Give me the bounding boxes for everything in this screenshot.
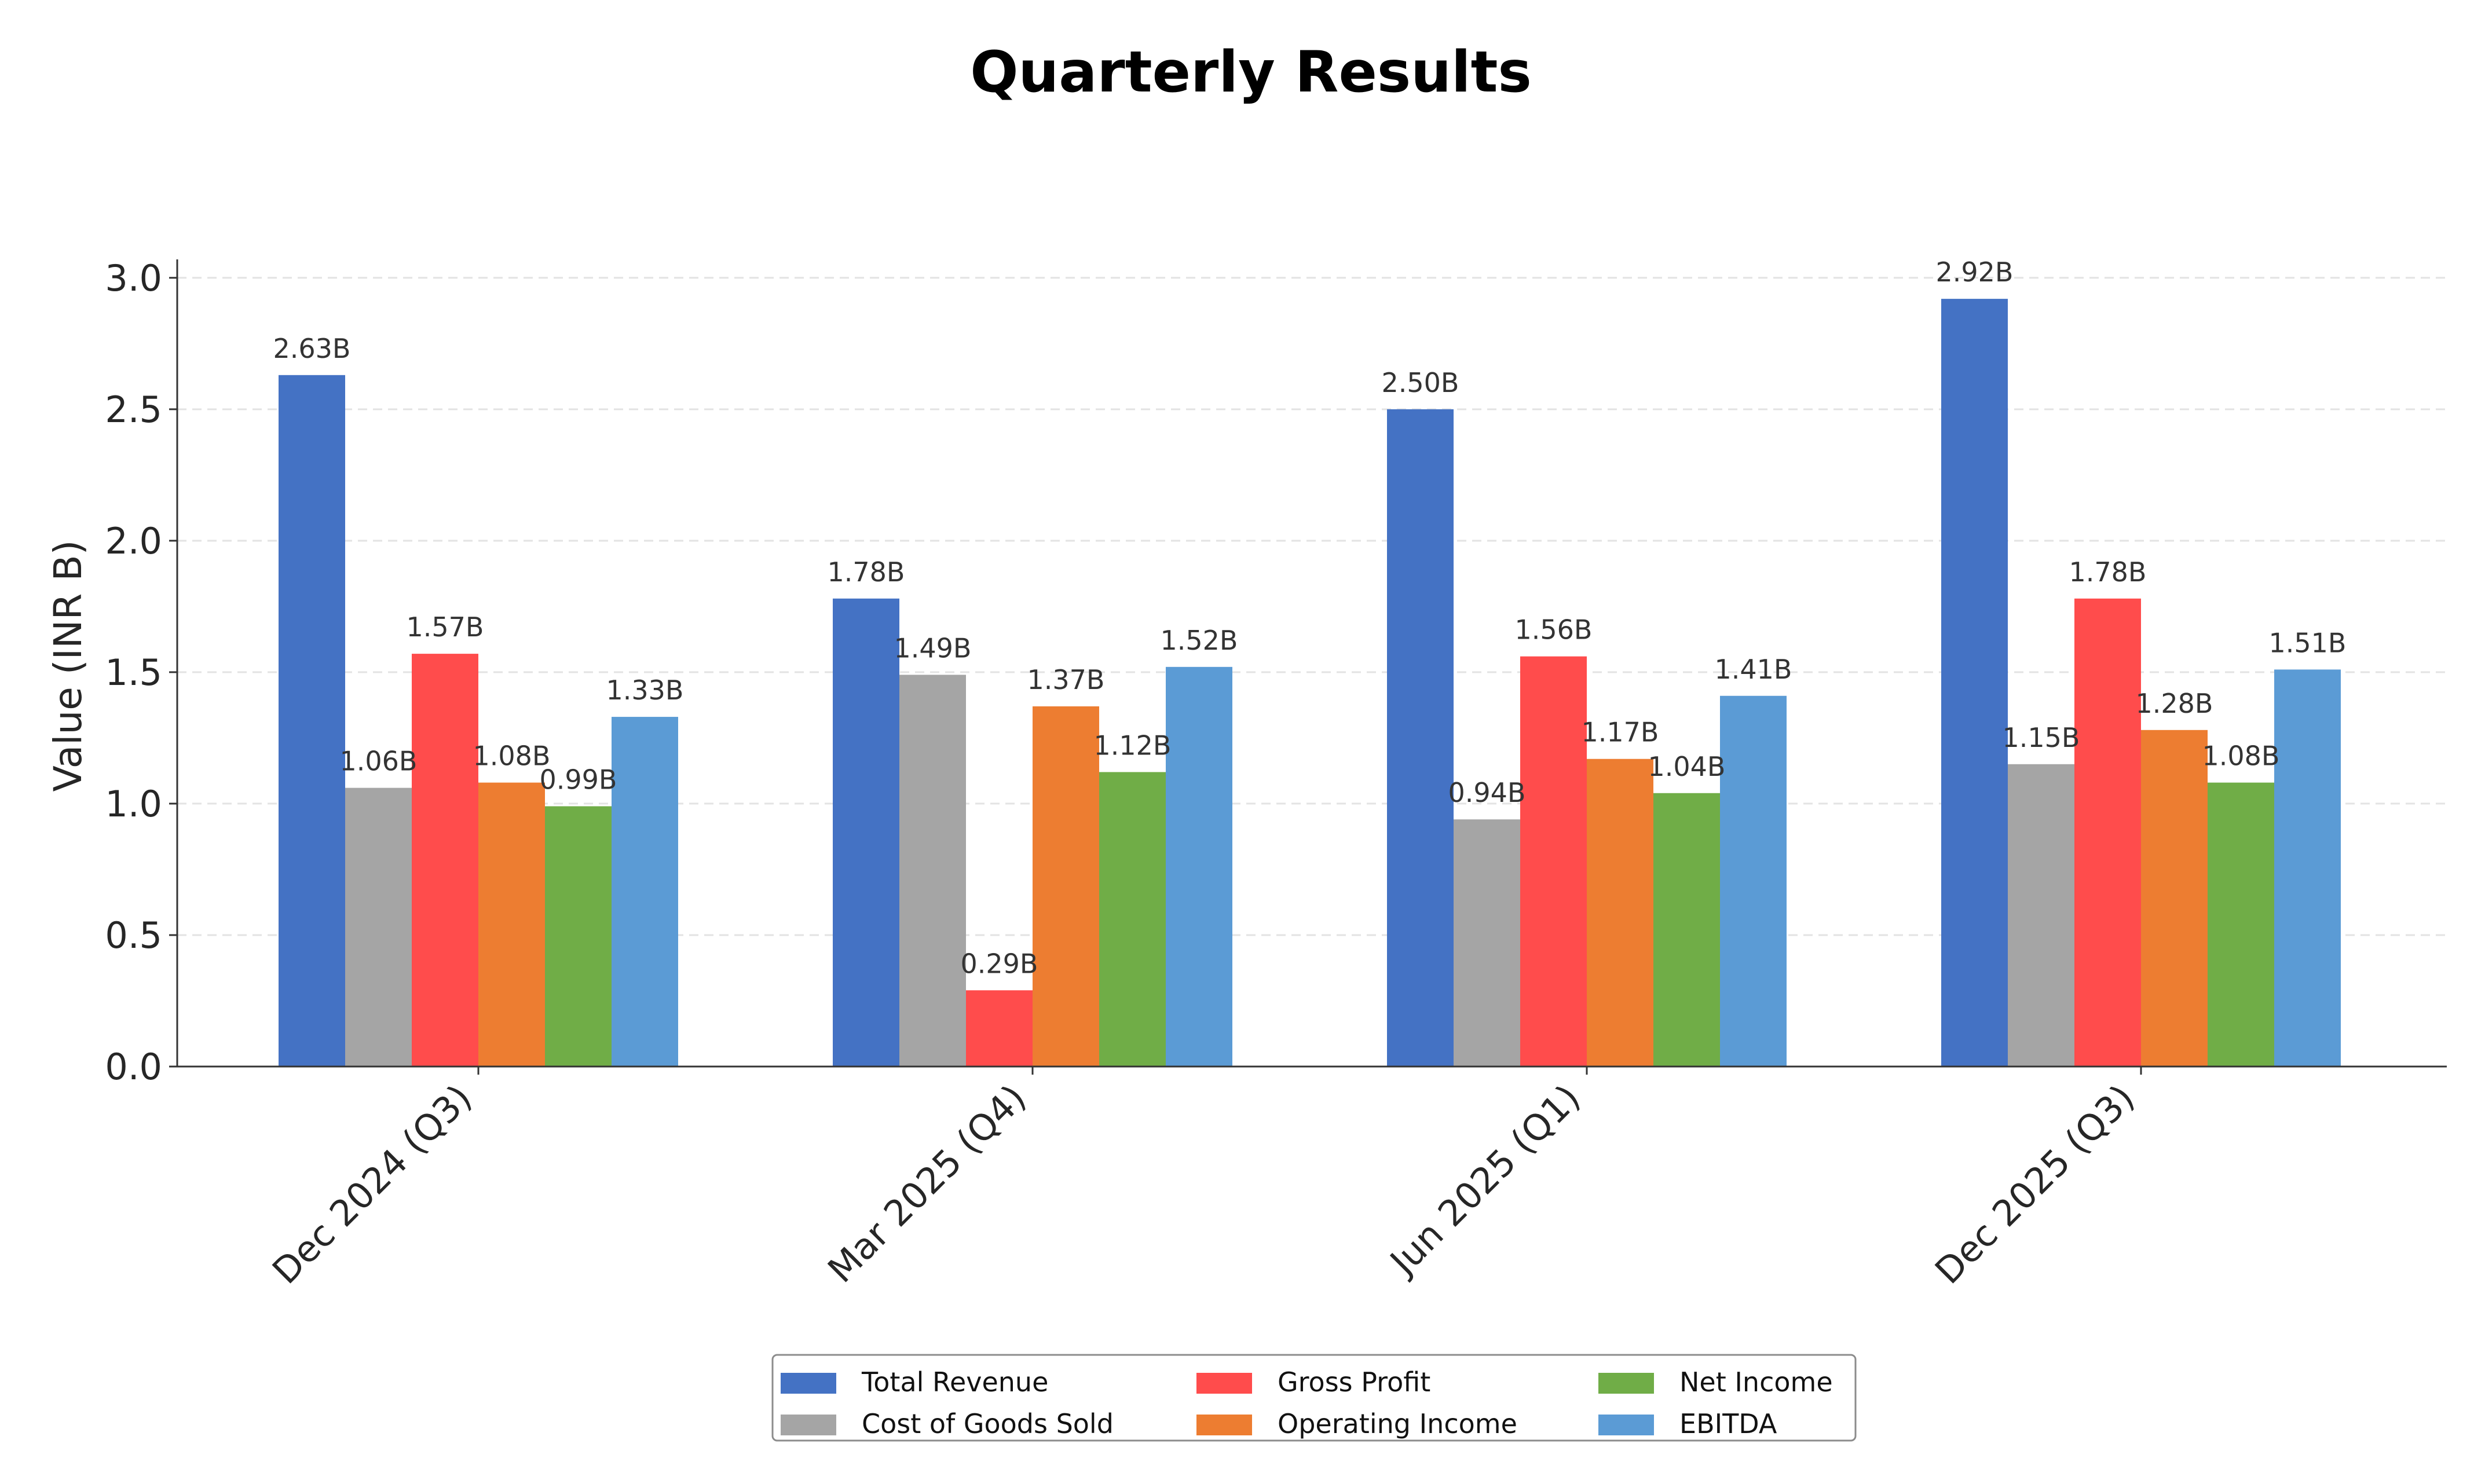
- y-tick-label: 0.5: [105, 914, 162, 957]
- legend-swatch: [781, 1415, 836, 1435]
- bar: [2208, 782, 2274, 1067]
- bar: [2074, 598, 2141, 1067]
- bar: [1454, 819, 1520, 1067]
- chart-title: Quarterly Results: [970, 39, 1532, 105]
- legend-swatch: [1598, 1415, 1654, 1435]
- bar: [1587, 759, 1653, 1067]
- data-label: 1.51B: [2269, 627, 2347, 658]
- x-tick-label: Dec 2024 (Q3): [264, 1076, 480, 1292]
- data-label: 1.04B: [1648, 751, 1726, 782]
- legend-label: Total Revenue: [861, 1366, 1048, 1398]
- data-label: 1.33B: [606, 675, 684, 706]
- x-tick-label: Jun 2025 (Q1): [1381, 1076, 1589, 1284]
- bar: [899, 675, 966, 1067]
- data-label: 1.57B: [407, 611, 484, 643]
- legend-label: Cost of Goods Sold: [862, 1408, 1114, 1439]
- legend-swatch: [781, 1373, 836, 1394]
- data-label: 1.15B: [2003, 722, 2080, 753]
- data-label: 1.56B: [1515, 614, 1593, 646]
- y-tick-label: 3.0: [105, 257, 162, 299]
- legend: Total Revenue Cost of Goods Sold Gross Pro…: [771, 1354, 1857, 1442]
- bar: [2008, 764, 2074, 1067]
- x-tick-label: Mar 2025 (Q4): [819, 1076, 1034, 1291]
- bar: [833, 598, 899, 1067]
- data-label: 1.17B: [1582, 717, 1659, 748]
- data-label: 2.50B: [1382, 367, 1459, 398]
- bar: [478, 782, 545, 1067]
- data-label: 2.92B: [1936, 257, 2014, 288]
- data-label: 1.28B: [2136, 688, 2213, 719]
- bar: [2141, 730, 2208, 1067]
- legend-label: Gross Profit: [1278, 1366, 1430, 1398]
- bar: [279, 375, 345, 1067]
- x-tick-label: Dec 2025 (Q3): [1927, 1076, 2143, 1292]
- legend-swatch: [1196, 1373, 1252, 1394]
- y-tick-label: 2.5: [105, 389, 162, 431]
- data-label: 2.63B: [273, 333, 351, 364]
- data-label: 1.06B: [340, 746, 418, 777]
- data-label: 1.78B: [2069, 556, 2147, 588]
- data-label: 0.29B: [961, 948, 1038, 979]
- bar: [1520, 656, 1587, 1067]
- bar: [412, 654, 478, 1067]
- bar: [1941, 299, 2008, 1067]
- bar: [1033, 706, 1099, 1067]
- data-label: 0.99B: [540, 764, 617, 795]
- bar: [1720, 695, 1787, 1067]
- data-label: 1.78B: [828, 556, 905, 588]
- legend-label: EBITDA: [1679, 1408, 1777, 1439]
- bar: [345, 787, 412, 1067]
- legend-swatch: [1196, 1415, 1252, 1435]
- legend-label: Net Income: [1679, 1366, 1833, 1398]
- legend-label: Operating Income: [1278, 1408, 1517, 1439]
- bar: [966, 990, 1033, 1067]
- bars: [279, 299, 2341, 1067]
- y-tick-label: 0.0: [105, 1046, 162, 1088]
- y-tick-label: 2.0: [105, 520, 162, 562]
- bar: [1099, 772, 1166, 1067]
- data-label: 1.08B: [473, 741, 551, 772]
- bar: [1166, 666, 1232, 1067]
- bar: [612, 717, 678, 1067]
- bar: [1653, 793, 1720, 1067]
- data-label: 1.37B: [1027, 664, 1105, 695]
- data-label: 1.49B: [894, 632, 972, 664]
- data-label: 1.41B: [1715, 654, 1792, 685]
- legend-box: [771, 1354, 1857, 1442]
- y-tick-label: 1.5: [105, 651, 162, 694]
- legend-swatch: [1598, 1373, 1654, 1394]
- data-labels: 2.63B1.06B1.57B1.08B0.99B1.33B1.78B1.49B…: [273, 257, 2347, 979]
- bar: [2274, 669, 2341, 1067]
- data-label: 1.08B: [2202, 741, 2280, 772]
- y-tick-label: 1.0: [105, 783, 162, 825]
- data-label: 1.12B: [1094, 730, 1172, 761]
- bar: [1387, 409, 1454, 1067]
- y-axis-label: Value (INR B): [46, 540, 90, 792]
- bar: [545, 806, 612, 1067]
- data-label: 0.94B: [1448, 777, 1526, 808]
- data-label: 1.52B: [1161, 625, 1238, 656]
